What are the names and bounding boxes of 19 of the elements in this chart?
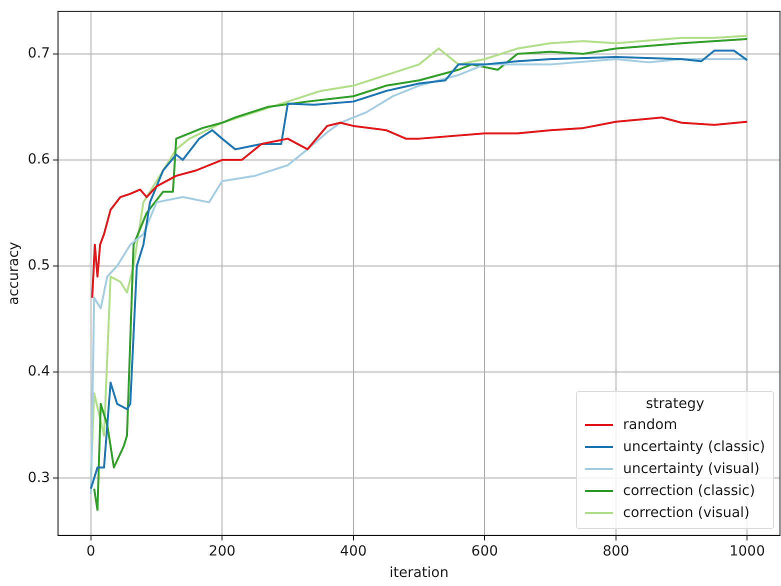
y-tick-label: 0.3 <box>28 470 50 486</box>
x-tick-label: 1000 <box>729 543 766 560</box>
legend-label: uncertainty (visual) <box>623 461 760 478</box>
legend-label: correction (classic) <box>623 483 756 500</box>
y-tick-label: 0.7 <box>28 45 50 62</box>
x-tick-label: 400 <box>340 543 367 560</box>
legend-label: random <box>623 417 678 434</box>
x-tick-label: 600 <box>471 543 498 560</box>
y-tick-label: 0.4 <box>28 364 50 380</box>
y-axis-title: accuracy <box>6 242 22 305</box>
legend-title: strategy <box>644 396 706 412</box>
x-tick-label: 800 <box>602 543 630 560</box>
y-tick-label: 0.5 <box>28 258 50 274</box>
x-tick-label: 200 <box>208 543 236 560</box>
x-tick-label: 0 <box>86 543 96 560</box>
y-tick-label: 0.6 <box>28 152 50 168</box>
legend-label: uncertainty (classic) <box>623 439 766 456</box>
legend-label: correction (visual) <box>623 505 750 522</box>
x-axis-title: iteration <box>389 565 449 582</box>
